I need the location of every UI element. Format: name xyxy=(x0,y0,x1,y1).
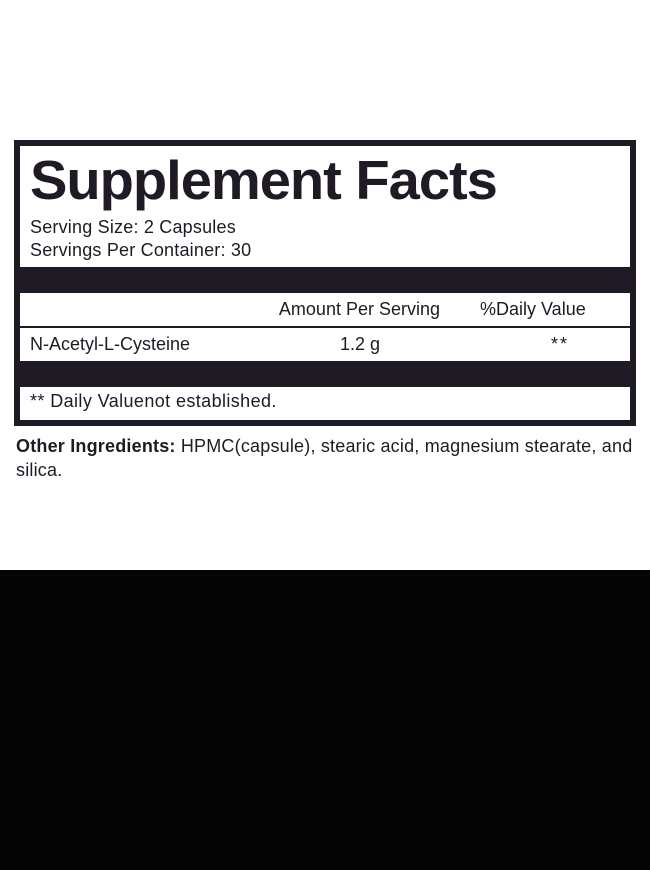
ingredient-name: N-Acetyl-L-Cysteine xyxy=(30,334,332,355)
page: Supplement Facts Serving Size: 2 Capsule… xyxy=(0,0,650,870)
ingredient-row: N-Acetyl-L-Cysteine 1.2 g ** xyxy=(30,328,620,361)
top-spacer xyxy=(0,0,650,140)
thick-bar-bottom xyxy=(20,361,630,387)
facts-panel-wrap: Supplement Facts Serving Size: 2 Capsule… xyxy=(0,140,650,426)
footnote: ** Daily Valuenot established. xyxy=(30,387,620,420)
servings-per-container-value: 30 xyxy=(231,240,251,260)
column-headers: Amount Per Serving %Daily Value xyxy=(30,293,620,326)
panel-title: Supplement Facts xyxy=(30,152,632,208)
header-amount: Amount Per Serving xyxy=(279,299,450,320)
facts-panel-inner: Supplement Facts Serving Size: 2 Capsule… xyxy=(20,146,630,420)
other-ingredients-label: Other Ingredients: xyxy=(16,436,176,456)
serving-size-value: 2 Capsules xyxy=(144,217,236,237)
servings-per-container-line: Servings Per Container: 30 xyxy=(30,239,620,262)
servings-per-container-label: Servings Per Container: xyxy=(30,240,226,260)
serving-size-label: Serving Size: xyxy=(30,217,139,237)
serving-lines: Serving Size: 2 Capsules Servings Per Co… xyxy=(30,216,620,261)
facts-panel: Supplement Facts Serving Size: 2 Capsule… xyxy=(14,140,636,426)
serving-size-line: Serving Size: 2 Capsules xyxy=(30,216,620,239)
ingredient-amount: 1.2 g xyxy=(332,334,500,355)
bottom-dark-block xyxy=(0,570,650,870)
other-ingredients: Other Ingredients: HPMC(capsule), steari… xyxy=(0,426,650,483)
header-daily-value: %Daily Value xyxy=(480,299,620,320)
thick-bar-top xyxy=(20,267,630,293)
ingredient-dv: ** xyxy=(500,334,620,355)
